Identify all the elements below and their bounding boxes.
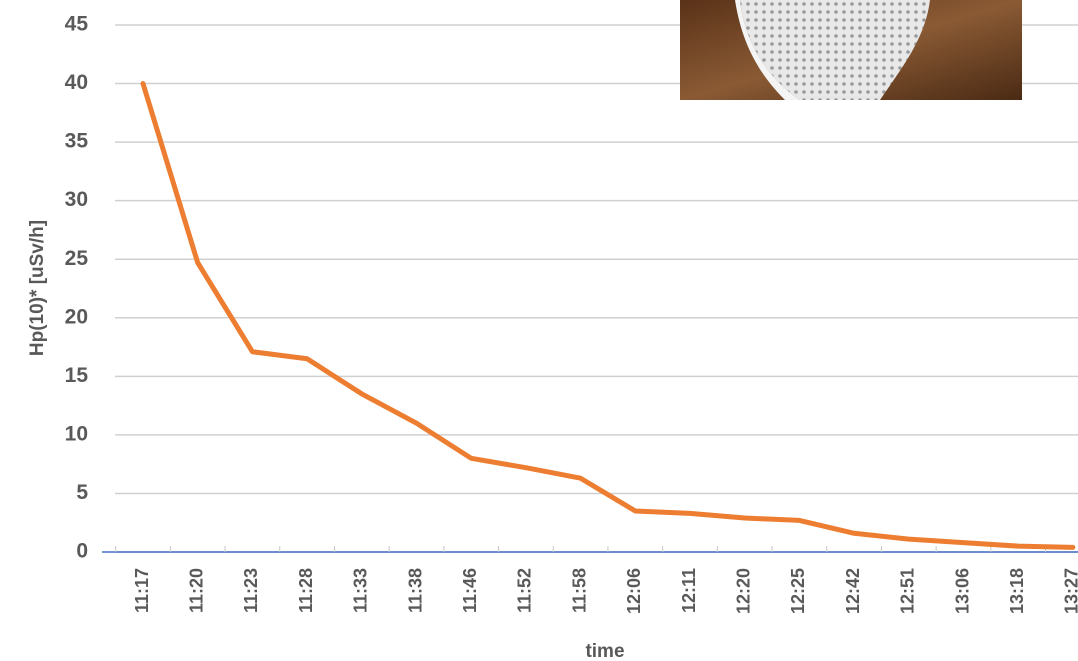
x-tick-label: 13:06 [952,568,972,614]
x-tick-label: 11:33 [351,568,371,613]
x-tick-label: 12:11 [679,568,699,613]
x-tick-label: 11:28 [296,568,316,613]
y-tick-label: 40 [65,71,88,94]
x-axis-title: time [585,641,624,661]
photo-mask [740,0,930,100]
x-tick-label: 13:27 [1062,568,1078,614]
y-tick-label: 20 [65,305,88,328]
x-tick-label: 11:20 [186,568,206,613]
y-tick-label: 15 [65,364,89,387]
y-axis-title: Hp(10)* [uSv/h] [27,220,48,356]
y-tick-label: 10 [65,422,88,445]
y-tick-label: 5 [76,481,88,504]
plot-area: 0 5 10 15 20 25 30 35 40 45 11:17 11:20 11:23 11:28 11… [65,13,1078,614]
y-tick-label: 35 [65,130,89,153]
x-tick-label: 12:51 [898,568,918,614]
x-tick-label: 11:58 [569,568,589,613]
x-tick-label: 11:46 [460,568,480,613]
x-tick-label: 12:42 [843,568,863,614]
x-tick-label: 11:23 [241,568,261,613]
x-tick-label: 11:17 [132,568,152,613]
x-tick-label: 12:25 [788,568,808,614]
x-tick-label: 13:18 [1007,568,1027,614]
x-tick-label: 11:52 [515,568,535,613]
y-tick-label: 30 [65,188,88,211]
y-tick-label: 25 [65,247,89,270]
y-tick-label: 0 [76,540,88,563]
x-tick-label: 12:06 [624,568,644,614]
x-tick-label: 12:20 [733,568,753,614]
data-line [140,81,1076,550]
y-tick-label: 45 [65,13,89,36]
inset-photo [680,0,1022,100]
x-tick-label: 11:38 [405,568,425,613]
